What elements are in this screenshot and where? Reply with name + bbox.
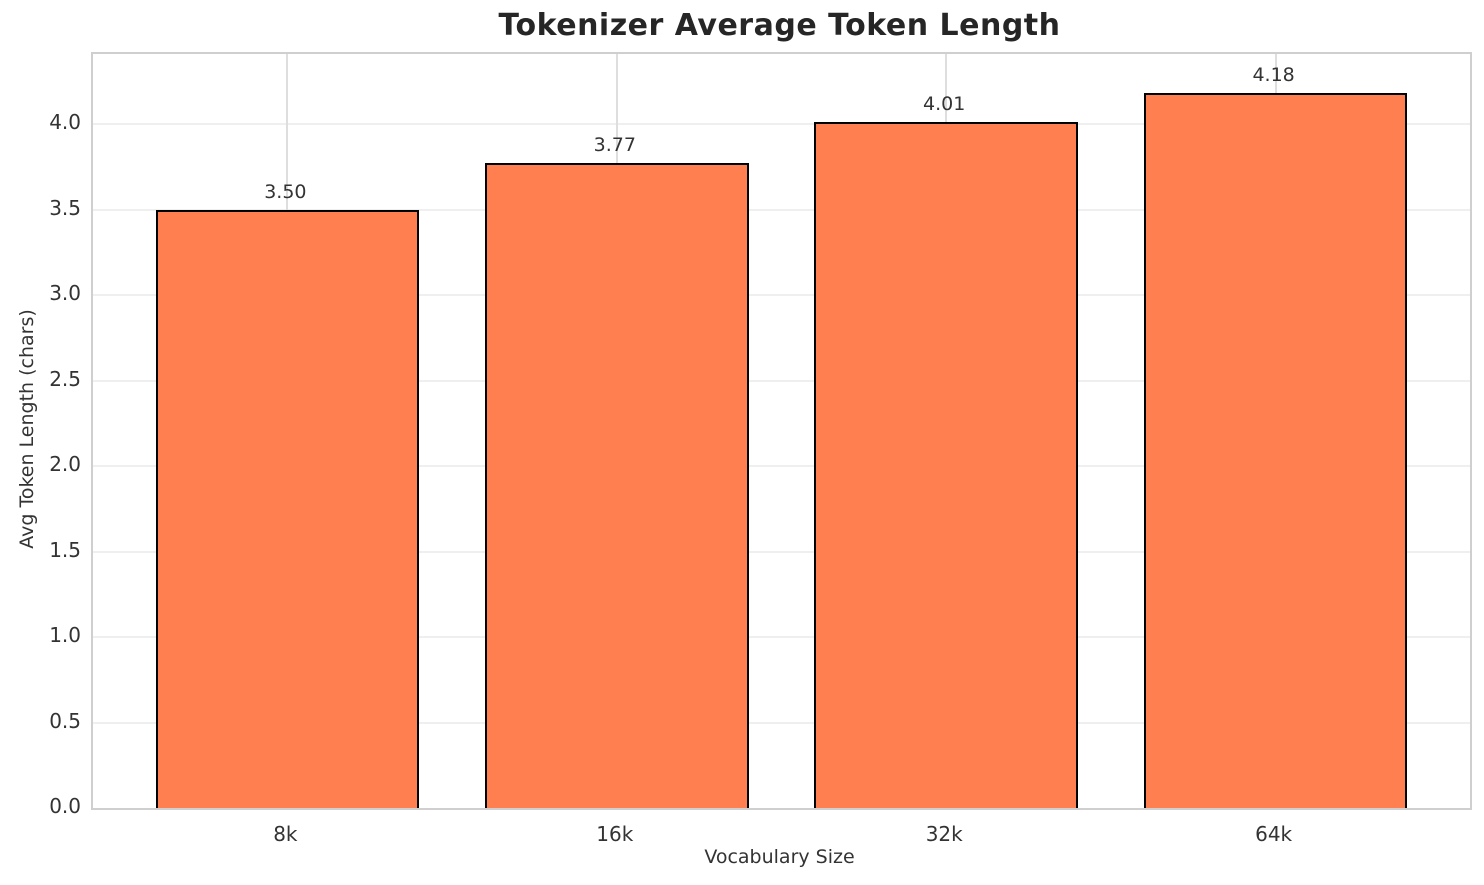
bar-value-label: 3.50 xyxy=(264,180,307,203)
x-axis-label: Vocabulary Size xyxy=(704,846,855,868)
y-tick-label: 2.0 xyxy=(49,452,81,477)
h-gridline xyxy=(93,294,1470,297)
h-gridline xyxy=(93,636,1470,639)
bar-value-label: 4.18 xyxy=(1252,64,1295,87)
x-tick-label: 8k xyxy=(273,822,298,846)
bar-value-label: 3.77 xyxy=(593,134,636,157)
x-tick-label: 32k xyxy=(925,822,963,846)
y-tick-label: 0.5 xyxy=(49,708,81,733)
h-gridline xyxy=(93,379,1470,382)
h-gridline xyxy=(93,721,1470,724)
bar-value-label: 4.01 xyxy=(923,93,966,116)
bar-32k xyxy=(814,122,1078,808)
h-gridline xyxy=(93,208,1470,211)
y-tick-label: 0.0 xyxy=(49,794,81,818)
x-tick-label: 16k xyxy=(596,822,634,846)
h-gridline xyxy=(93,123,1470,126)
chart-title: Tokenizer Average Token Length xyxy=(498,8,1061,43)
y-tick-label: 3.5 xyxy=(49,195,81,220)
plot-area xyxy=(91,52,1472,810)
bar-8k xyxy=(155,209,420,808)
y-tick-label: 3.0 xyxy=(49,281,81,306)
y-axis-label: Avg Token Length (chars) xyxy=(16,309,38,549)
bar-64k xyxy=(1143,93,1408,808)
y-tick-label: 4.0 xyxy=(49,110,81,135)
y-tick-label: 2.5 xyxy=(49,366,81,391)
h-gridline xyxy=(93,550,1470,553)
y-tick-label: 1.0 xyxy=(49,623,81,648)
x-tick-label: 64k xyxy=(1255,822,1293,846)
y-tick-label: 1.5 xyxy=(49,537,81,562)
bar-16k xyxy=(485,163,749,808)
h-gridline xyxy=(93,465,1470,468)
